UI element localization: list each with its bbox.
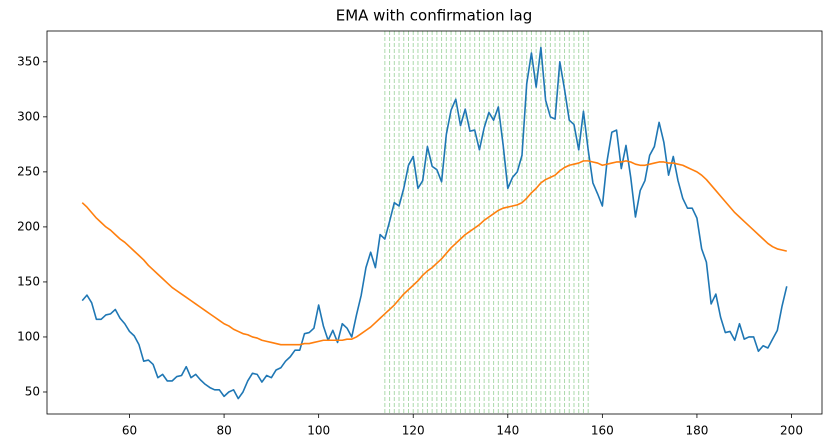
y-tick-label: 50 xyxy=(25,384,40,398)
series-line xyxy=(81,160,787,346)
y-tick-label: 350 xyxy=(17,54,40,68)
y-tick-label: 100 xyxy=(17,329,40,343)
y-tick-label: 200 xyxy=(17,219,40,233)
y-tick-label: 250 xyxy=(17,164,40,178)
x-tick-label: 160 xyxy=(591,424,614,438)
series-line xyxy=(81,46,788,400)
x-tick-label: 140 xyxy=(496,424,519,438)
chart-title: EMA with confirmation lag xyxy=(336,7,533,25)
x-tick-label: 100 xyxy=(307,424,330,438)
x-tick-label: 200 xyxy=(780,424,803,438)
plot-frame xyxy=(46,30,823,415)
y-tick-label: 150 xyxy=(17,274,40,288)
y-tick-label: 300 xyxy=(17,109,40,123)
x-tick-label: 60 xyxy=(122,424,137,438)
x-tick-label: 180 xyxy=(685,424,708,438)
x-tick-label: 80 xyxy=(216,424,231,438)
x-tick-label: 120 xyxy=(402,424,425,438)
